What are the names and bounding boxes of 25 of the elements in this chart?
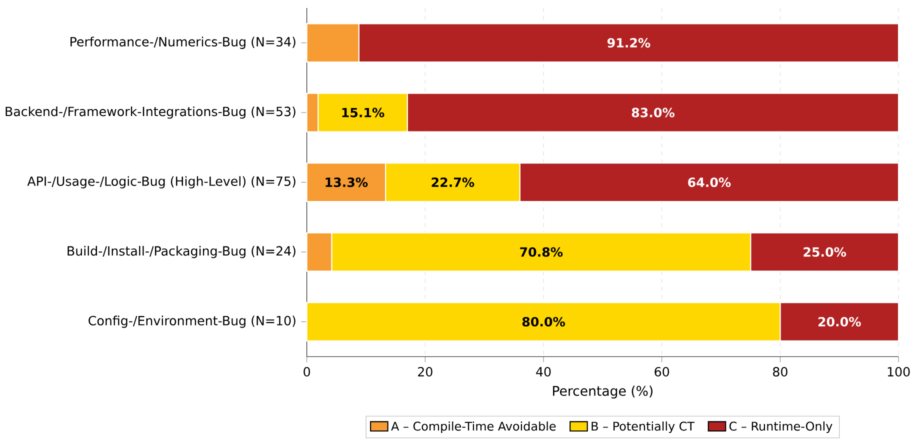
x-tick-label: 100 <box>888 366 910 376</box>
y-tick-label: Performance-/Numerics-Bug (N=34) <box>70 36 296 49</box>
data-label: 20.0% <box>818 316 861 326</box>
x-axis-title: Percentage (%) <box>553 386 652 398</box>
y-tick-label: Build-/Install-/Packaging-Bug (N=24) <box>68 246 296 258</box>
x-tick-label: 60 <box>654 366 670 376</box>
data-label: 13.3% <box>326 177 368 187</box>
data-label: 15.1% <box>342 108 384 118</box>
legend-label: B – Potentially CT <box>592 421 695 433</box>
legend-label: A – Compile-Time Avoidable <box>391 421 556 433</box>
data-label: 64.0% <box>688 177 731 187</box>
x-tick-label: 20 <box>418 366 432 376</box>
data-label: 25.0% <box>804 247 846 257</box>
y-tick-label: Backend-/Framework-Integrations-Bug (N=53) <box>6 106 296 119</box>
data-label: 80.0% <box>522 316 566 326</box>
data-label: 70.8% <box>520 247 563 257</box>
data-label: 91.2% <box>607 38 650 48</box>
y-tick-label: Config-/Environment-Bug (N=10) <box>88 316 296 328</box>
legend-label: C – Runtime-Only <box>729 421 832 433</box>
x-tick-label: 80 <box>773 366 788 376</box>
x-tick-label: 40 <box>536 366 551 376</box>
y-tick-label: API-/Usage-/Logic-Bug (High-Level) (N=75) <box>27 176 296 188</box>
data-label: 83.0% <box>632 108 674 118</box>
data-label: 22.7% <box>432 177 474 187</box>
x-tick-label: 0 <box>304 366 310 376</box>
